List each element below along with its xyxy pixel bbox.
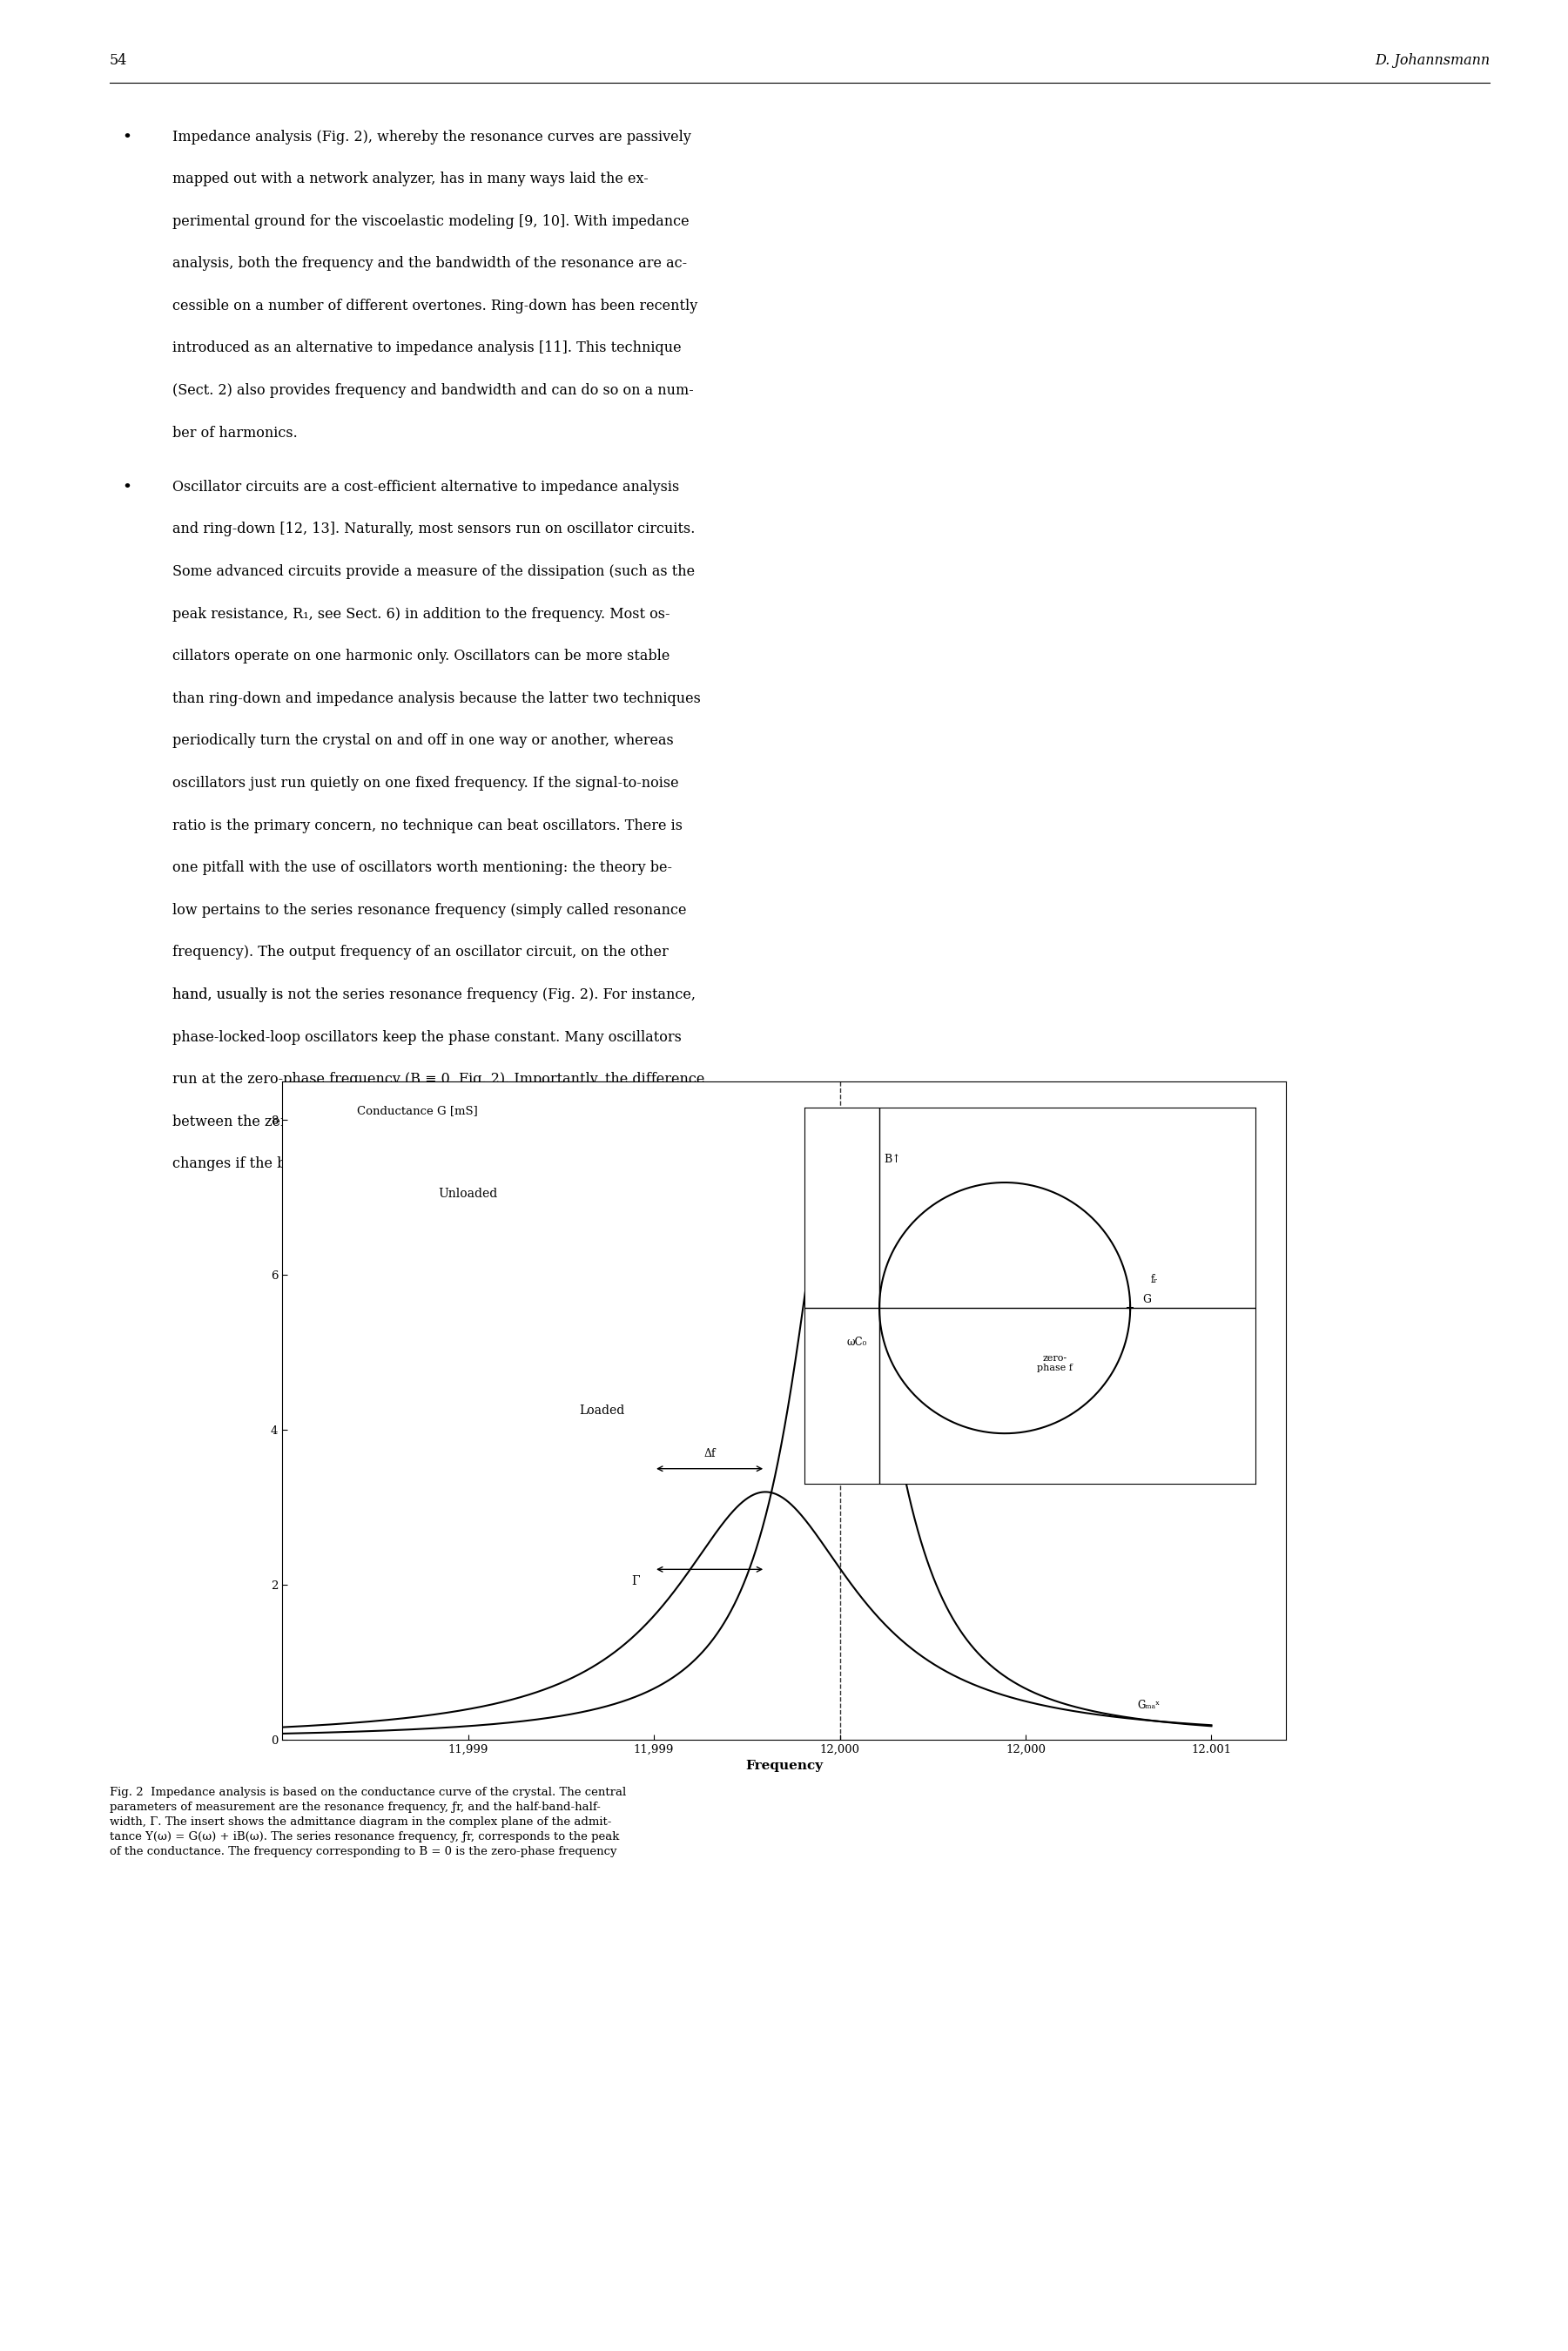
Text: one pitfall with the use of oscillators worth mentioning: the theory be-: one pitfall with the use of oscillators … bbox=[172, 860, 673, 875]
Text: Unloaded: Unloaded bbox=[439, 1187, 497, 1201]
Text: run at the zero-phase frequency (B ≡ 0, Fig. 2). Importantly, the difference: run at the zero-phase frequency (B ≡ 0, … bbox=[172, 1072, 704, 1086]
Text: Γ: Γ bbox=[870, 1455, 878, 1467]
Text: low pertains to the series resonance frequency (simply called resonance: low pertains to the series resonance fre… bbox=[172, 903, 687, 917]
Text: between the zero-phase frequency and the series resonance frequency: between the zero-phase frequency and the… bbox=[172, 1114, 676, 1128]
Text: Some advanced circuits provide a measure of the dissipation (such as the: Some advanced circuits provide a measure… bbox=[172, 564, 695, 578]
Text: (Sect. 2) also provides frequency and bandwidth and can do so on a num-: (Sect. 2) also provides frequency and ba… bbox=[172, 383, 693, 397]
Text: perimental ground for the viscoelastic modeling [9, 10]. With impedance: perimental ground for the viscoelastic m… bbox=[172, 214, 690, 228]
X-axis label: Frequency: Frequency bbox=[745, 1761, 823, 1773]
Text: mapped out with a network analyzer, has in many ways laid the ex-: mapped out with a network analyzer, has … bbox=[172, 172, 649, 186]
Text: hand, usually is: hand, usually is bbox=[172, 987, 289, 1002]
Text: 54: 54 bbox=[110, 54, 127, 68]
Text: oscillators just run quietly on one fixed frequency. If the signal-to-noise: oscillators just run quietly on one fixe… bbox=[172, 776, 679, 790]
Text: Impedance analysis (Fig. 2), whereby the resonance curves are passively: Impedance analysis (Fig. 2), whereby the… bbox=[172, 129, 691, 143]
Text: ratio is the primary concern, no technique can beat oscillators. There is: ratio is the primary concern, no techniq… bbox=[172, 818, 682, 832]
Text: •: • bbox=[122, 480, 132, 496]
Text: hand, usually is: hand, usually is bbox=[172, 987, 289, 1002]
Text: Γ: Γ bbox=[632, 1575, 640, 1587]
Text: D. Johannsmann: D. Johannsmann bbox=[1375, 54, 1490, 68]
Text: cillators operate on one harmonic only. Oscillators can be more stable: cillators operate on one harmonic only. … bbox=[172, 649, 670, 663]
Text: periodically turn the crystal on and off in one way or another, whereas: periodically turn the crystal on and off… bbox=[172, 734, 674, 748]
Text: and ring-down [12, 13]. Naturally, most sensors run on oscillator circuits.: and ring-down [12, 13]. Naturally, most … bbox=[172, 522, 695, 536]
Text: hand, usually is not the series resonance frequency (Fig. 2). For instance,: hand, usually is not the series resonanc… bbox=[172, 987, 696, 1002]
Text: Fig. 2  Impedance analysis is based on the conductance curve of the crystal. The: Fig. 2 Impedance analysis is based on th… bbox=[110, 1787, 626, 1857]
Text: changes if the bandwidth or the parallel capacitance change (Sect. 6). The: changes if the bandwidth or the parallel… bbox=[172, 1157, 702, 1171]
Text: Δf: Δf bbox=[704, 1448, 715, 1460]
Text: analysis, both the frequency and the bandwidth of the resonance are ac-: analysis, both the frequency and the ban… bbox=[172, 256, 687, 270]
Text: Oscillator circuits are a cost-efficient alternative to impedance analysis: Oscillator circuits are a cost-efficient… bbox=[172, 480, 679, 494]
Text: than ring-down and impedance analysis because the latter two techniques: than ring-down and impedance analysis be… bbox=[172, 691, 701, 705]
Text: peak resistance, R₁, see Sect. 6) in addition to the frequency. Most os-: peak resistance, R₁, see Sect. 6) in add… bbox=[172, 607, 670, 621]
Text: Conductance G [mS]: Conductance G [mS] bbox=[356, 1105, 477, 1117]
Text: Gₘₐˣ: Gₘₐˣ bbox=[1137, 1700, 1160, 1712]
Text: ber of harmonics.: ber of harmonics. bbox=[172, 426, 298, 440]
Text: •: • bbox=[122, 129, 132, 146]
Text: introduced as an alternative to impedance analysis [11]. This technique: introduced as an alternative to impedanc… bbox=[172, 341, 682, 355]
Text: cessible on a number of different overtones. Ring-down has been recently: cessible on a number of different overto… bbox=[172, 299, 698, 313]
Text: Loaded: Loaded bbox=[580, 1406, 626, 1418]
Text: frequency). The output frequency of an oscillator circuit, on the other: frequency). The output frequency of an o… bbox=[172, 945, 668, 959]
Text: phase-locked-loop oscillators keep the phase constant. Many oscillators: phase-locked-loop oscillators keep the p… bbox=[172, 1030, 682, 1044]
